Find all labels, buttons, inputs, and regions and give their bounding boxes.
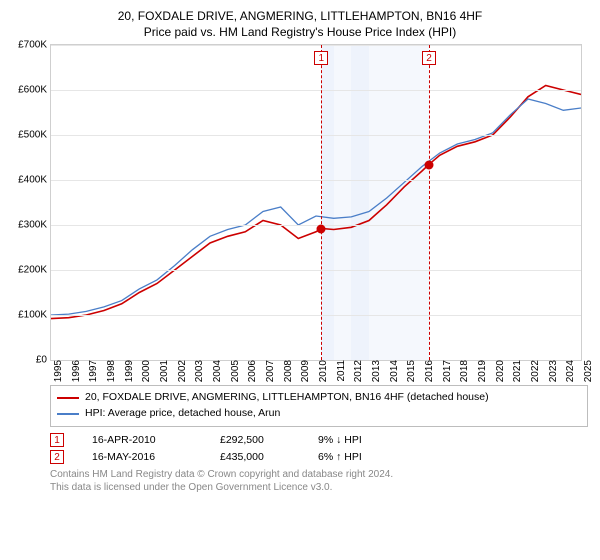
marker-line (429, 45, 430, 360)
y-axis-label: £0 (36, 355, 51, 366)
series-line (51, 86, 581, 319)
event-row: 2 16-MAY-2016 £435,000 6% ↑ HPI (50, 450, 588, 464)
marker-dot-icon (425, 160, 434, 169)
x-axis-label: 2008 (283, 360, 294, 382)
series-line (51, 99, 581, 315)
chart: £0£100K£200K£300K£400K£500K£600K£700K199… (50, 44, 582, 379)
gridline (51, 225, 581, 226)
x-axis-label: 2016 (424, 360, 435, 382)
marker-label-box: 1 (314, 51, 328, 65)
footer-line-2: This data is licensed under the Open Gov… (50, 481, 588, 494)
x-axis-label: 1997 (88, 360, 99, 382)
legend-swatch (57, 397, 79, 399)
event-date: 16-MAY-2016 (92, 451, 192, 463)
title-line-2: Price paid vs. HM Land Registry's House … (12, 24, 588, 40)
x-axis-label: 2018 (459, 360, 470, 382)
x-axis-label: 2021 (512, 360, 523, 382)
gridline (51, 135, 581, 136)
gridline (51, 90, 581, 91)
x-axis-label: 2009 (300, 360, 311, 382)
y-axis-label: £200K (18, 265, 51, 276)
x-axis-label: 2000 (141, 360, 152, 382)
footer-line-1: Contains HM Land Registry data © Crown c… (50, 468, 588, 481)
event-row: 1 16-APR-2010 £292,500 9% ↓ HPI (50, 433, 588, 447)
event-date: 16-APR-2010 (92, 434, 192, 446)
x-axis-label: 2012 (353, 360, 364, 382)
x-axis-label: 2023 (548, 360, 559, 382)
x-axis-label: 2013 (371, 360, 382, 382)
x-axis-label: 2006 (247, 360, 258, 382)
events-table: 1 16-APR-2010 £292,500 9% ↓ HPI 2 16-MAY… (50, 433, 588, 464)
x-axis-label: 2010 (318, 360, 329, 382)
root: 20, FOXDALE DRIVE, ANGMERING, LITTLEHAMP… (0, 0, 600, 498)
footer: Contains HM Land Registry data © Crown c… (50, 468, 588, 494)
legend-swatch (57, 413, 79, 415)
x-axis-label: 2005 (230, 360, 241, 382)
marker-line (321, 45, 322, 360)
y-axis-label: £100K (18, 310, 51, 321)
legend-item: HPI: Average price, detached house, Arun (57, 406, 581, 422)
x-axis-label: 2002 (177, 360, 188, 382)
x-axis-label: 2022 (530, 360, 541, 382)
x-axis-label: 1999 (124, 360, 135, 382)
x-axis-label: 1995 (53, 360, 64, 382)
x-axis-label: 1996 (71, 360, 82, 382)
y-axis-label: £500K (18, 130, 51, 141)
gridline (51, 45, 581, 46)
x-axis-label: 2007 (265, 360, 276, 382)
gridline (51, 315, 581, 316)
marker-dot-icon (317, 224, 326, 233)
event-price: £292,500 (220, 434, 290, 446)
x-axis-label: 2024 (565, 360, 576, 382)
x-axis-label: 2011 (336, 360, 347, 382)
y-axis-label: £600K (18, 85, 51, 96)
event-delta: 9% ↓ HPI (318, 434, 362, 446)
legend-label: HPI: Average price, detached house, Arun (85, 406, 280, 422)
x-axis-label: 2001 (159, 360, 170, 382)
x-axis-label: 2014 (389, 360, 400, 382)
plot-area: £0£100K£200K£300K£400K£500K£600K£700K199… (50, 44, 582, 361)
gridline (51, 270, 581, 271)
x-axis-label: 2025 (583, 360, 594, 382)
title-block: 20, FOXDALE DRIVE, ANGMERING, LITTLEHAMP… (12, 8, 588, 40)
legend-label: 20, FOXDALE DRIVE, ANGMERING, LITTLEHAMP… (85, 390, 489, 406)
event-marker-icon: 1 (50, 433, 64, 447)
y-axis-label: £300K (18, 220, 51, 231)
x-axis-label: 2004 (212, 360, 223, 382)
x-axis-label: 2017 (442, 360, 453, 382)
title-line-1: 20, FOXDALE DRIVE, ANGMERING, LITTLEHAMP… (12, 8, 588, 24)
marker-label-box: 2 (422, 51, 436, 65)
legend: 20, FOXDALE DRIVE, ANGMERING, LITTLEHAMP… (50, 385, 588, 427)
legend-item: 20, FOXDALE DRIVE, ANGMERING, LITTLEHAMP… (57, 390, 581, 406)
x-axis-label: 2015 (406, 360, 417, 382)
line-series-svg (51, 45, 581, 360)
y-axis-label: £400K (18, 175, 51, 186)
x-axis-label: 2003 (194, 360, 205, 382)
x-axis-label: 2019 (477, 360, 488, 382)
event-marker-icon: 2 (50, 450, 64, 464)
y-axis-label: £700K (18, 40, 51, 51)
gridline (51, 180, 581, 181)
x-axis-label: 2020 (495, 360, 506, 382)
event-price: £435,000 (220, 451, 290, 463)
event-delta: 6% ↑ HPI (318, 451, 362, 463)
x-axis-label: 1998 (106, 360, 117, 382)
